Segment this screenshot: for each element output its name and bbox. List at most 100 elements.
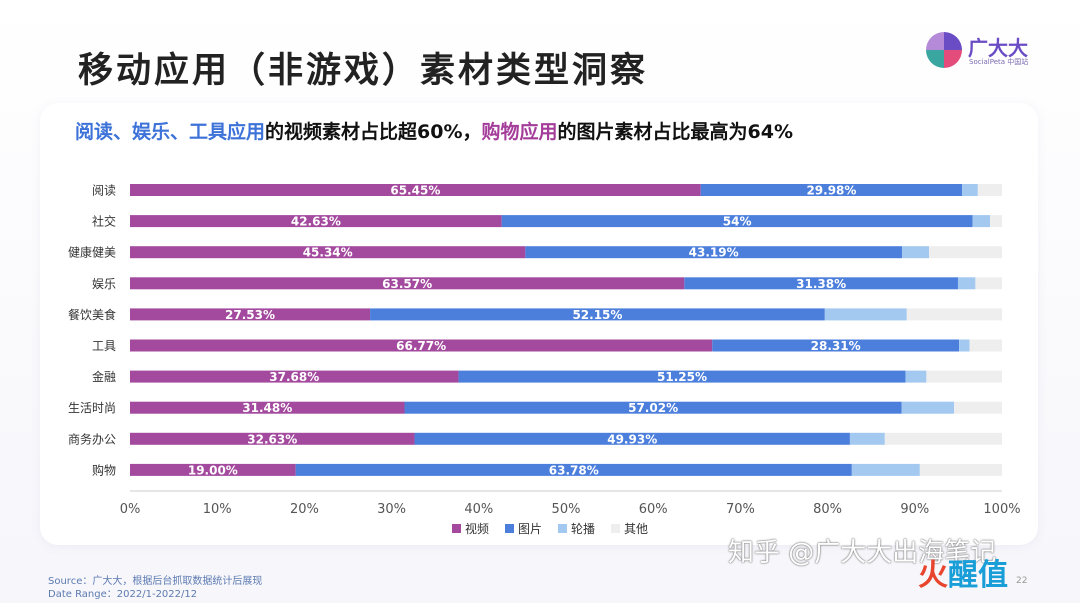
x-tick-label: 50%	[552, 502, 581, 517]
data-label: 31.48%	[242, 401, 292, 415]
bar-segment	[130, 215, 502, 228]
bar-segment	[884, 432, 1002, 445]
data-label: 29.98%	[806, 184, 856, 198]
x-tick-label: 90%	[900, 502, 929, 517]
bar-segment	[990, 215, 1002, 228]
data-label: 54%	[723, 215, 752, 229]
bar-segment	[700, 184, 963, 196]
headline-text-image: 的图片素材占比最高为64%	[557, 121, 793, 143]
watermark-logo-a: 火	[918, 558, 948, 593]
headline-highlight-apps: 阅读、娱乐、工具应用	[75, 121, 266, 143]
footer-source: Source：广大大，根据后台抓取数据统计后展现	[48, 576, 263, 587]
x-tick-label: 30%	[377, 502, 406, 517]
bar-segment	[901, 246, 930, 259]
data-label: 63.57%	[382, 277, 432, 291]
brand-name: 广大大	[968, 36, 1028, 60]
bar-segment	[901, 401, 955, 414]
bar-segment	[851, 463, 920, 476]
bar-segment	[959, 339, 970, 352]
legend-label: 轮播	[571, 522, 595, 536]
data-label: 63.78%	[549, 463, 599, 477]
watermark-text: 知乎 @广大大出海笔记	[728, 538, 997, 568]
data-label: 28.31%	[811, 339, 861, 353]
bar-segment	[929, 246, 1002, 259]
bar-segment	[977, 184, 1002, 196]
bar-segment	[458, 370, 906, 383]
data-label: 52.15%	[572, 308, 622, 322]
bar-segment	[712, 339, 960, 352]
bar-segment	[926, 370, 1002, 383]
legend-label: 视频	[465, 521, 489, 536]
brand-sub: SocialPeta 中国站	[969, 58, 1029, 66]
bar-segment	[525, 246, 902, 259]
legend-label: 图片	[518, 522, 542, 536]
bar-segment	[906, 308, 1002, 321]
watermark-logo-b: 醒值	[948, 558, 1008, 593]
footer: Source：广大大，根据后台抓取数据统计后展现 Date Range：2022…	[48, 575, 262, 601]
data-label: 66.77%	[396, 339, 446, 353]
headline-text-video: 的视频素材占比超60%，	[265, 121, 482, 143]
headline-highlight-shopping: 购物应用	[481, 121, 558, 143]
x-tick-label: 10%	[203, 502, 232, 517]
category-label: 社交	[92, 214, 116, 229]
bar-segment	[969, 339, 1002, 352]
x-tick-label: 20%	[290, 502, 319, 517]
bar-segment	[957, 277, 976, 290]
data-label: 43.19%	[689, 246, 739, 260]
pie-logo-icon	[926, 32, 962, 68]
data-label: 31.38%	[796, 277, 846, 291]
footer-date-range: Date Range：2022/1-2022/12	[48, 589, 198, 600]
data-label: 65.45%	[390, 184, 440, 198]
legend-swatch	[611, 524, 620, 533]
bar-segment	[130, 308, 371, 321]
bar-segment	[905, 370, 927, 383]
brand-logo: 广大大 SocialPeta 中国站	[924, 30, 1064, 70]
data-label: 19.00%	[188, 463, 238, 477]
category-label: 工具	[92, 339, 116, 353]
headline: 阅读、娱乐、工具应用的视频素材占比超60%，购物应用的图片素材占比最高为64%	[75, 117, 793, 144]
category-label: 金融	[92, 369, 116, 384]
bar-segment	[130, 277, 685, 290]
category-label: 娱乐	[92, 277, 116, 291]
legend-swatch	[452, 524, 461, 533]
category-label: 购物	[92, 462, 116, 477]
bar-segment	[130, 339, 713, 352]
bar-segment	[954, 401, 1002, 414]
legend-label: 其他	[624, 522, 648, 536]
page-title: 移动应用（非游戏）素材类型洞察	[78, 51, 649, 91]
bar-segment	[130, 246, 526, 259]
x-tick-label: 0%	[120, 502, 141, 517]
legend-swatch	[558, 524, 567, 533]
category-label: 生活时尚	[68, 401, 116, 415]
watermark-logo: 火醒值	[918, 550, 1008, 594]
page-number: 22	[1016, 576, 1028, 586]
data-label: 27.53%	[225, 308, 275, 322]
data-label: 32.63%	[247, 432, 297, 446]
x-tick-label: 70%	[726, 502, 755, 517]
bar-segment	[824, 308, 907, 321]
bar-segment	[962, 184, 978, 196]
data-label: 49.93%	[607, 432, 657, 446]
bar-segment	[414, 432, 850, 445]
bar-segment	[404, 401, 902, 414]
bar-segment	[130, 463, 296, 476]
bar-segment	[975, 277, 1002, 290]
data-label: 45.34%	[303, 246, 353, 260]
data-label: 51.25%	[657, 370, 707, 384]
category-label: 餐饮美食	[68, 307, 116, 322]
x-tick-label: 60%	[639, 502, 668, 517]
legend-swatch	[505, 524, 514, 533]
data-label: 42.63%	[291, 215, 341, 229]
bar-segment	[130, 432, 415, 445]
data-label: 57.02%	[628, 401, 678, 415]
bar-segment	[684, 277, 958, 290]
bar-segment	[849, 432, 885, 445]
x-tick-label: 100%	[983, 502, 1020, 517]
bar-segment	[130, 184, 701, 196]
x-tick-label: 40%	[464, 502, 493, 517]
bar-segment	[972, 215, 991, 228]
bar-segment	[501, 215, 973, 228]
bar-segment	[919, 463, 1002, 476]
bar-segment	[295, 463, 852, 476]
